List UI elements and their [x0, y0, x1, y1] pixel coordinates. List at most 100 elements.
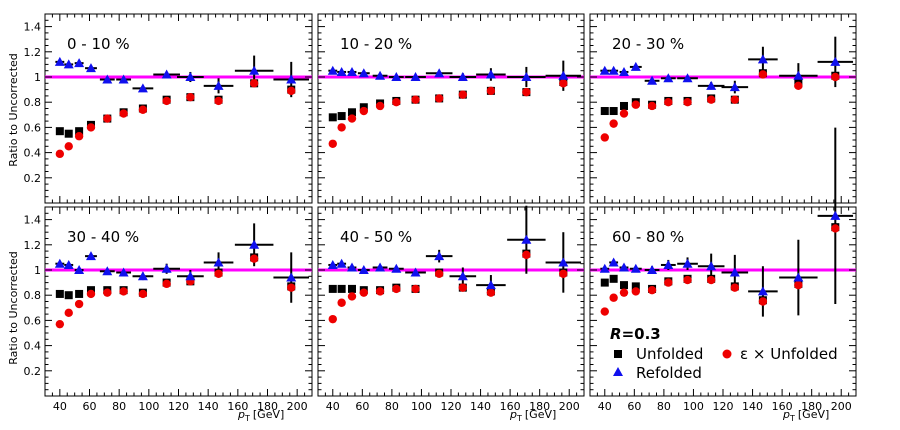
refolded-point: [706, 261, 717, 271]
eff-point: [74, 299, 84, 309]
unfolded-point: [631, 282, 640, 291]
refolded-point: [346, 262, 357, 272]
panel-label: 20 - 30 %: [612, 35, 684, 53]
x-tick-label: 180: [801, 400, 822, 413]
eff-point: [103, 114, 112, 123]
eff-point: [64, 308, 73, 318]
refolded-point: [830, 210, 841, 220]
y-axis-title-bottom: Ratio to Uncorrected: [7, 251, 20, 365]
x-axis-title-1: pT [GeV]: [237, 408, 284, 423]
refolded-point: [85, 63, 96, 73]
refolded-point: [457, 72, 468, 81]
panel-label: 40 - 50 %: [340, 228, 412, 246]
refolded-point: [521, 72, 532, 81]
refolded-point: [757, 286, 768, 296]
refolded-point: [161, 263, 172, 273]
eff-point: [683, 275, 692, 285]
eff-point: [631, 287, 641, 296]
x-tick-label: 160: [227, 400, 248, 413]
eff-point: [794, 81, 803, 91]
x-tick-label: 200: [287, 400, 308, 413]
refolded-point: [336, 66, 347, 76]
eff-point: [647, 101, 657, 111]
eff-point: [831, 224, 840, 233]
eff-point: [411, 95, 420, 104]
refolded-point: [793, 272, 804, 282]
eff-point: [559, 79, 568, 88]
refolded-point: [457, 271, 468, 281]
panel-label: 30 - 40 %: [67, 228, 139, 246]
y-axis-title-top: Ratio to Uncorrected: [7, 53, 20, 167]
eff-point: [347, 114, 357, 123]
refolded-point: [102, 74, 113, 84]
eff-point: [434, 94, 444, 103]
eff-point: [522, 250, 531, 260]
y-tick-label: 1.4: [24, 21, 42, 34]
eff-point: [86, 123, 96, 132]
panel-2: 10 - 20 %: [317, 13, 585, 204]
eff-point: [664, 98, 673, 107]
eff-point: [458, 90, 468, 99]
panel-label: 60 - 80 %: [612, 228, 684, 246]
refolded-point: [521, 234, 532, 244]
legend-unfolded-marker: [614, 350, 622, 358]
refolded-point: [434, 251, 445, 261]
refolded-point: [485, 69, 496, 79]
x-tick-label: 40: [53, 400, 67, 413]
panels-layer: 0.2 0.4 0.6 0.8 1 1.2 1.4 0 - 10 % 10 - 20 % 20 -…: [24, 13, 857, 413]
panel-label: 10 - 20 %: [340, 35, 412, 53]
eff-point: [392, 284, 401, 294]
refolded-point: [336, 258, 347, 268]
x-tick-label: 160: [500, 400, 521, 413]
refolded-point: [85, 251, 96, 261]
refolded-point: [185, 271, 196, 281]
refolded-point: [102, 266, 113, 276]
eff-point: [337, 298, 346, 307]
refolded-point: [118, 267, 129, 277]
x-tick-label: 40: [598, 400, 612, 413]
refolded-point: [54, 56, 65, 66]
unfolded-point: [619, 281, 628, 290]
eff-point: [600, 133, 609, 142]
refolded-point: [682, 73, 693, 83]
eff-point: [486, 86, 496, 96]
unfolded-point: [64, 291, 73, 300]
x-tick-label: 140: [470, 400, 491, 413]
y-tick-label: 1: [34, 71, 41, 84]
refolded-point: [410, 267, 421, 277]
eff-point: [664, 278, 673, 287]
refolded-point: [630, 263, 641, 273]
eff-point: [631, 100, 641, 109]
refolded-point: [706, 80, 717, 90]
eff-point: [328, 314, 337, 324]
unfolded-point: [337, 284, 346, 293]
refolded-point: [757, 54, 768, 64]
panel-4: 0.2 0.4 0.6 0.8 1 1.2 1.4 40 60 80 100 120 140 160 180…: [24, 206, 313, 413]
eff-point: [458, 283, 468, 292]
refolded-point: [118, 74, 129, 84]
eff-point: [619, 109, 629, 118]
y-tick-label: 1.2: [24, 239, 42, 252]
x-tick-label: 120: [713, 400, 734, 413]
x-tick-label: 80: [657, 400, 671, 413]
refolded-point: [358, 265, 369, 274]
refolded-point: [286, 272, 297, 282]
refolded-point: [213, 80, 224, 90]
eff-point: [706, 275, 716, 285]
unfolded-point: [55, 289, 64, 298]
unfolded-point: [75, 127, 84, 136]
eff-point: [758, 297, 768, 306]
eff-point: [647, 285, 657, 295]
eff-point: [758, 70, 768, 79]
legend: R=0.3 Unfolded ε × Unfolded Refolded: [610, 325, 838, 382]
y-tick-label: 0.2: [24, 172, 42, 185]
y-tick-label: 0.8: [24, 289, 42, 302]
y-tick-label: 0.8: [24, 96, 42, 109]
eff-point: [162, 279, 171, 289]
eff-point: [214, 269, 223, 278]
eff-point: [359, 106, 369, 116]
unfolded-point: [64, 129, 73, 138]
refolded-point: [608, 257, 619, 267]
refolded-point: [647, 265, 658, 274]
refolded-point: [185, 72, 196, 81]
